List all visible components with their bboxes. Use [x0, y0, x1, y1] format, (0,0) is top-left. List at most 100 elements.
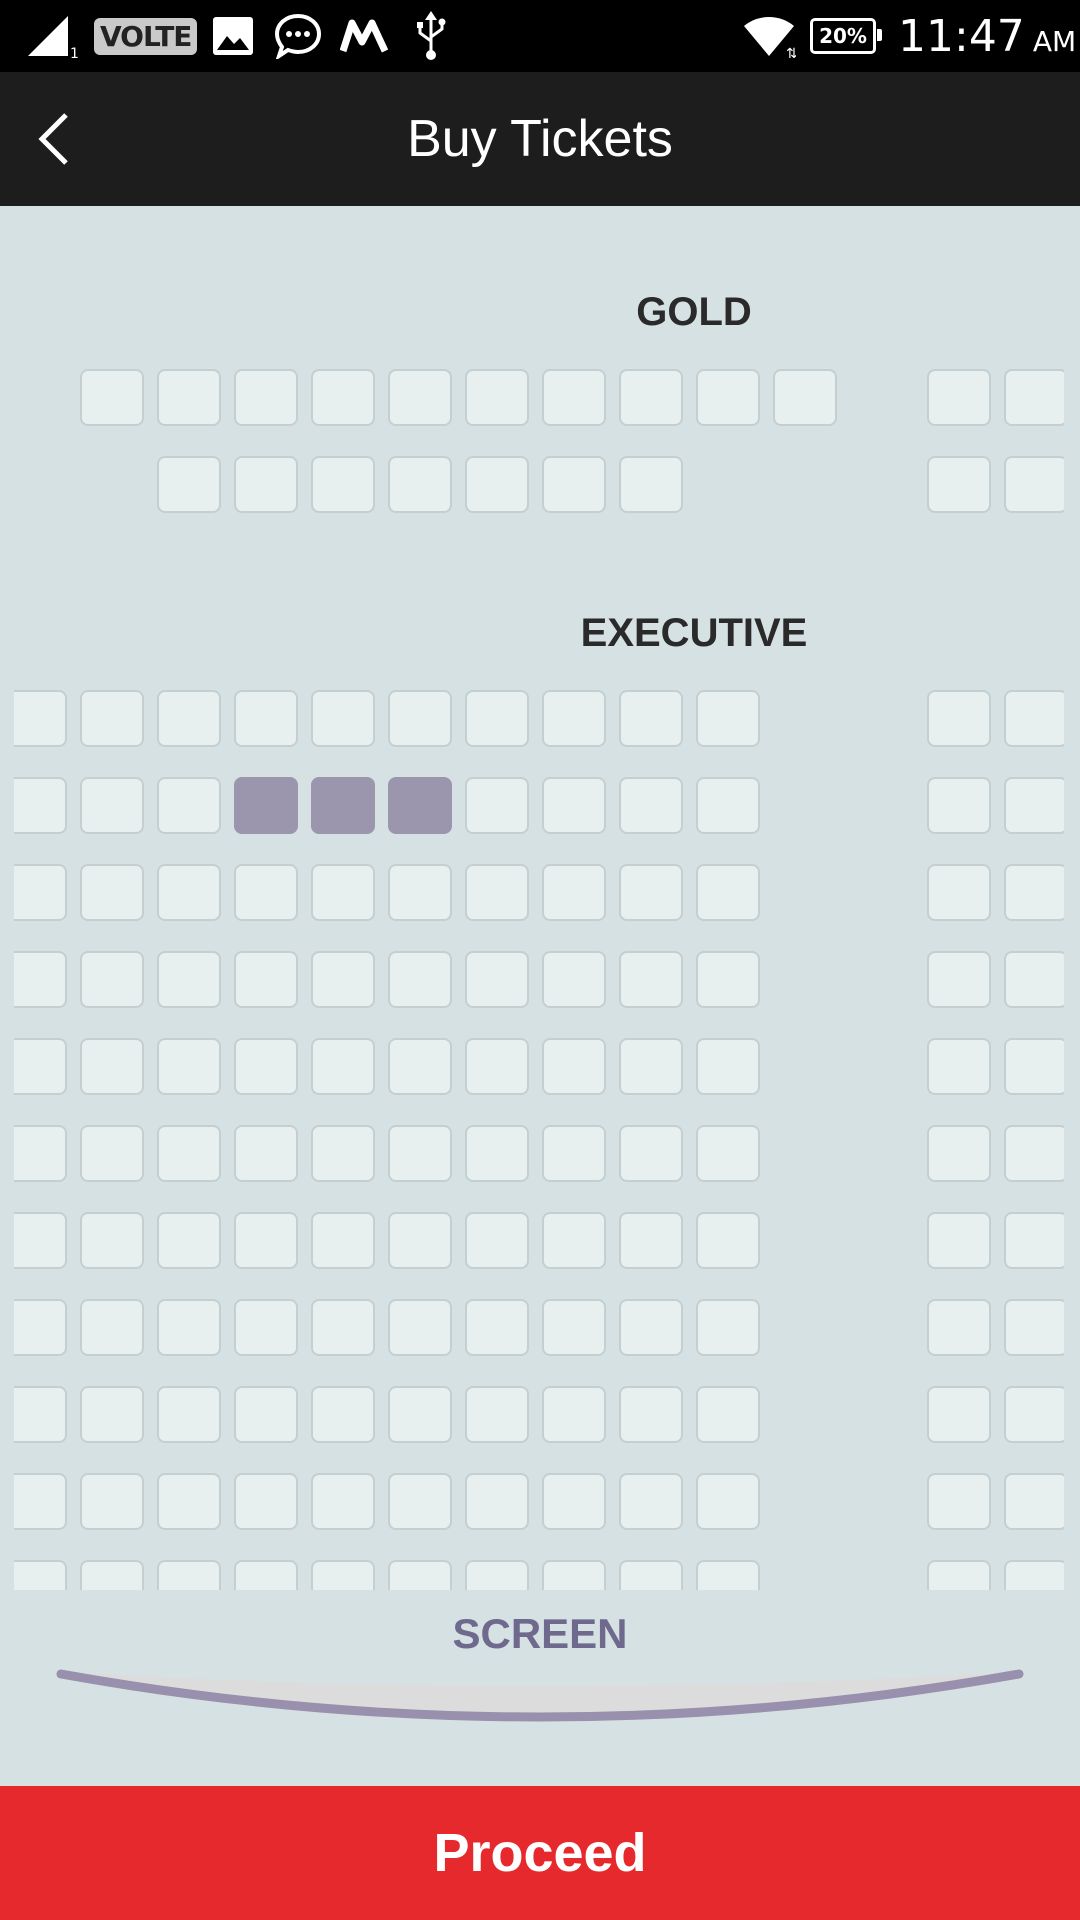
seat-executive-r10-c3[interactable]: [157, 1473, 221, 1530]
seat-executive-r5-c4[interactable]: [234, 1038, 298, 1095]
seat-executive-r8-c3[interactable]: [157, 1299, 221, 1356]
seat-executive-r2-c14[interactable]: [1004, 777, 1064, 834]
seat-executive-r9-c5[interactable]: [311, 1386, 375, 1443]
seat-executive-r2-c13[interactable]: [927, 777, 991, 834]
proceed-button[interactable]: Proceed: [0, 1786, 1080, 1920]
seat-executive-r1-c2[interactable]: [80, 690, 144, 747]
seat-executive-r10-c4[interactable]: [234, 1473, 298, 1530]
seat-gold-r1-c8[interactable]: [542, 369, 606, 426]
seat-executive-r8-c5[interactable]: [311, 1299, 375, 1356]
seat-executive-r8-c7[interactable]: [465, 1299, 529, 1356]
seat-executive-r1-c3[interactable]: [157, 690, 221, 747]
seat-executive-r3-c4[interactable]: [234, 864, 298, 921]
seat-gold-r2-c13[interactable]: [927, 456, 991, 513]
seat-executive-r11-c1[interactable]: [14, 1560, 67, 1590]
seat-executive-r8-c2[interactable]: [80, 1299, 144, 1356]
seat-executive-r5-c1[interactable]: [14, 1038, 67, 1095]
seat-executive-r10-c2[interactable]: [80, 1473, 144, 1530]
seat-executive-r11-c6[interactable]: [388, 1560, 452, 1590]
seat-executive-r2-c2[interactable]: [80, 777, 144, 834]
seat-executive-r10-c5[interactable]: [311, 1473, 375, 1530]
seat-executive-r4-c1[interactable]: [14, 951, 67, 1008]
seat-executive-r7-c2[interactable]: [80, 1212, 144, 1269]
seat-executive-r7-c14[interactable]: [1004, 1212, 1064, 1269]
seat-executive-r3-c1[interactable]: [14, 864, 67, 921]
seat-executive-r7-c1[interactable]: [14, 1212, 67, 1269]
seat-executive-r1-c7[interactable]: [465, 690, 529, 747]
seat-executive-r8-c8[interactable]: [542, 1299, 606, 1356]
seat-executive-r4-c3[interactable]: [157, 951, 221, 1008]
seat-executive-r11-c4[interactable]: [234, 1560, 298, 1590]
seat-gold-r2-c9[interactable]: [619, 456, 683, 513]
seat-executive-r11-c7[interactable]: [465, 1560, 529, 1590]
seat-executive-r8-c13[interactable]: [927, 1299, 991, 1356]
seat-executive-r8-c9[interactable]: [619, 1299, 683, 1356]
seat-executive-r9-c4[interactable]: [234, 1386, 298, 1443]
seat-executive-r3-c5[interactable]: [311, 864, 375, 921]
seat-executive-r1-c14[interactable]: [1004, 690, 1064, 747]
seat-executive-r1-c6[interactable]: [388, 690, 452, 747]
seat-executive-r7-c3[interactable]: [157, 1212, 221, 1269]
seat-executive-r2-c8[interactable]: [542, 777, 606, 834]
seat-executive-r6-c13[interactable]: [927, 1125, 991, 1182]
seat-executive-r2-c10[interactable]: [696, 777, 760, 834]
seat-gold-r2-c3[interactable]: [157, 456, 221, 513]
seat-executive-r7-c6[interactable]: [388, 1212, 452, 1269]
seat-executive-r2-c9[interactable]: [619, 777, 683, 834]
seat-executive-r10-c1[interactable]: [14, 1473, 67, 1530]
seat-executive-r1-c10[interactable]: [696, 690, 760, 747]
seat-executive-r9-c8[interactable]: [542, 1386, 606, 1443]
seat-executive-r2-c5[interactable]: [311, 777, 375, 834]
seat-executive-r3-c7[interactable]: [465, 864, 529, 921]
seat-executive-r3-c8[interactable]: [542, 864, 606, 921]
seat-executive-r3-c6[interactable]: [388, 864, 452, 921]
seat-executive-r5-c6[interactable]: [388, 1038, 452, 1095]
seat-executive-r2-c6[interactable]: [388, 777, 452, 834]
seat-gold-r2-c6[interactable]: [388, 456, 452, 513]
seat-executive-r7-c4[interactable]: [234, 1212, 298, 1269]
seat-gold-r1-c4[interactable]: [234, 369, 298, 426]
seat-executive-r5-c13[interactable]: [927, 1038, 991, 1095]
seat-executive-r11-c13[interactable]: [927, 1560, 991, 1590]
seat-executive-r5-c8[interactable]: [542, 1038, 606, 1095]
seat-executive-r4-c8[interactable]: [542, 951, 606, 1008]
seat-executive-r6-c4[interactable]: [234, 1125, 298, 1182]
seat-executive-r4-c9[interactable]: [619, 951, 683, 1008]
seat-executive-r10-c13[interactable]: [927, 1473, 991, 1530]
seat-executive-r11-c9[interactable]: [619, 1560, 683, 1590]
seat-executive-r9-c14[interactable]: [1004, 1386, 1064, 1443]
seat-executive-r4-c5[interactable]: [311, 951, 375, 1008]
seat-gold-r1-c14[interactable]: [1004, 369, 1064, 426]
seat-executive-r6-c8[interactable]: [542, 1125, 606, 1182]
seat-executive-r2-c3[interactable]: [157, 777, 221, 834]
back-button[interactable]: [14, 99, 94, 179]
seat-executive-r10-c14[interactable]: [1004, 1473, 1064, 1530]
seat-executive-r5-c7[interactable]: [465, 1038, 529, 1095]
seat-executive-r3-c9[interactable]: [619, 864, 683, 921]
seat-executive-r4-c13[interactable]: [927, 951, 991, 1008]
seat-executive-r5-c14[interactable]: [1004, 1038, 1064, 1095]
seat-executive-r1-c9[interactable]: [619, 690, 683, 747]
seat-executive-r6-c5[interactable]: [311, 1125, 375, 1182]
seat-gold-r2-c4[interactable]: [234, 456, 298, 513]
seat-executive-r8-c10[interactable]: [696, 1299, 760, 1356]
seat-gold-r2-c8[interactable]: [542, 456, 606, 513]
seat-executive-r1-c5[interactable]: [311, 690, 375, 747]
seat-executive-r3-c14[interactable]: [1004, 864, 1064, 921]
seat-gold-r1-c2[interactable]: [80, 369, 144, 426]
seat-executive-r1-c13[interactable]: [927, 690, 991, 747]
seat-executive-r7-c9[interactable]: [619, 1212, 683, 1269]
seat-executive-r9-c3[interactable]: [157, 1386, 221, 1443]
seat-executive-r7-c7[interactable]: [465, 1212, 529, 1269]
seat-executive-r6-c10[interactable]: [696, 1125, 760, 1182]
seat-executive-r9-c10[interactable]: [696, 1386, 760, 1443]
seat-executive-r2-c7[interactable]: [465, 777, 529, 834]
seat-executive-r4-c14[interactable]: [1004, 951, 1064, 1008]
seat-gold-r1-c7[interactable]: [465, 369, 529, 426]
seat-gold-r2-c14[interactable]: [1004, 456, 1064, 513]
seat-executive-r6-c1[interactable]: [14, 1125, 67, 1182]
seat-executive-r1-c4[interactable]: [234, 690, 298, 747]
seat-executive-r6-c14[interactable]: [1004, 1125, 1064, 1182]
seat-executive-r3-c10[interactable]: [696, 864, 760, 921]
seat-executive-r5-c9[interactable]: [619, 1038, 683, 1095]
